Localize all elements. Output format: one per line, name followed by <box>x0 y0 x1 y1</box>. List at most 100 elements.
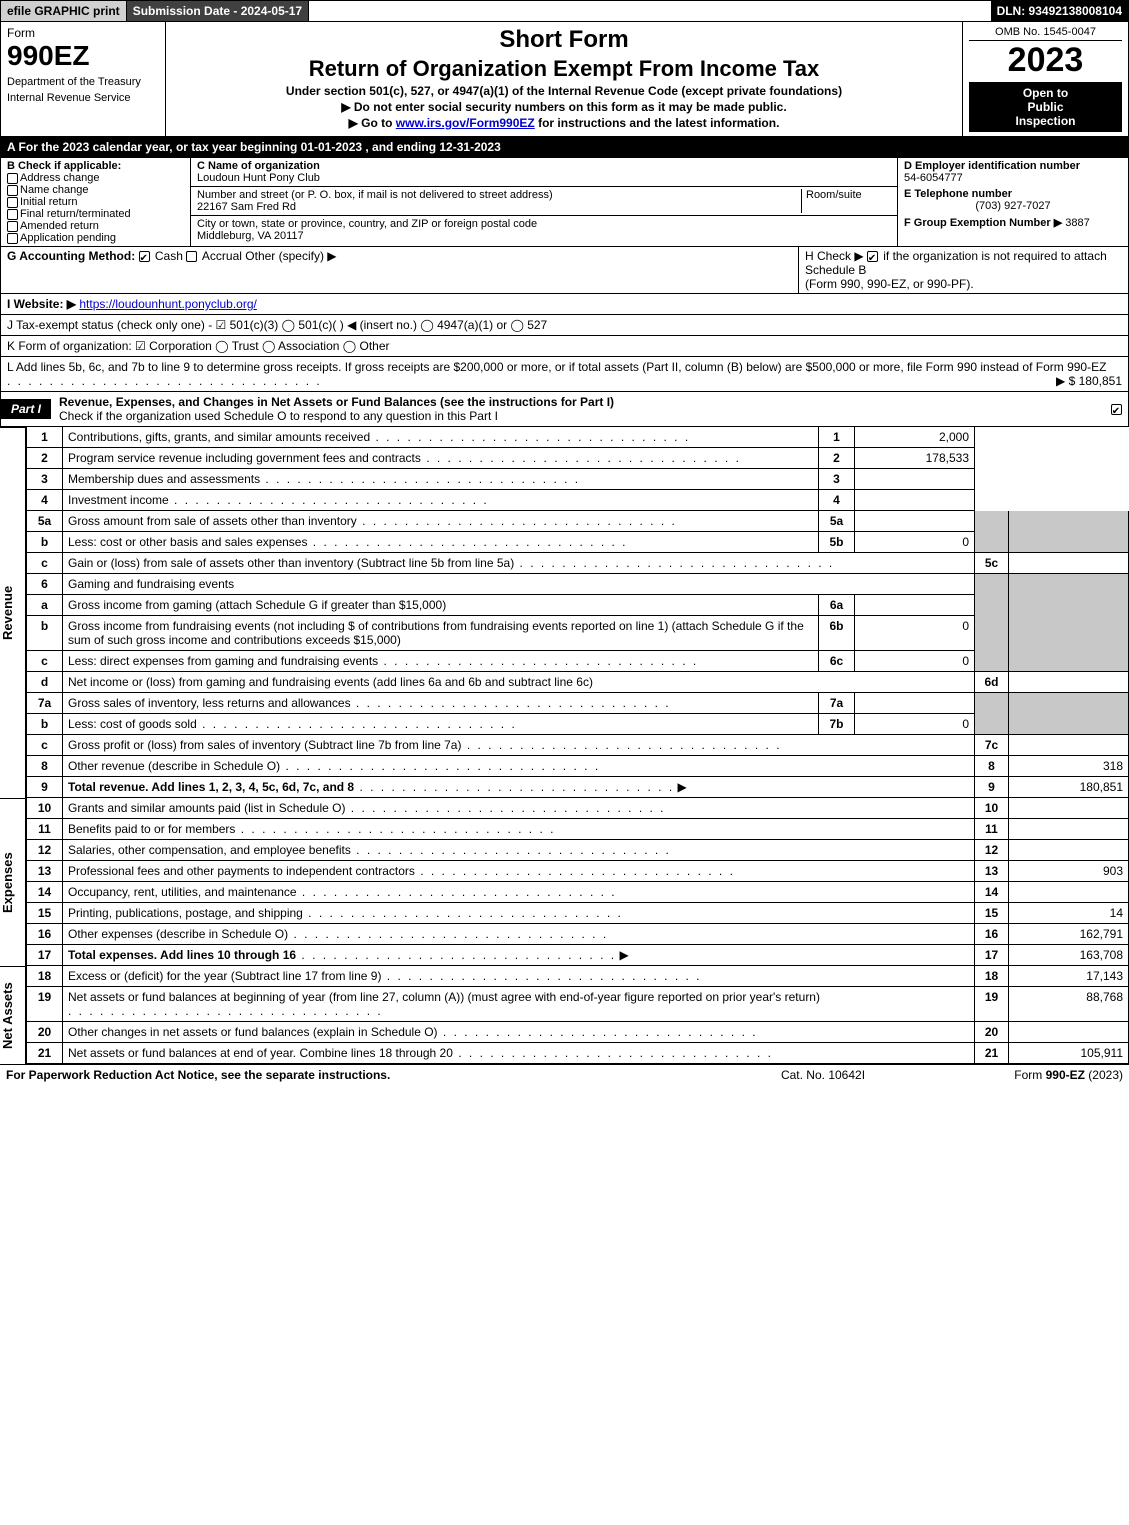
row-9: 9Total revenue. Add lines 1, 2, 3, 4, 5c… <box>27 777 1129 798</box>
amt-18: 17,143 <box>1009 966 1129 987</box>
form-header: Form 990EZ Department of the Treasury In… <box>0 22 1129 137</box>
col-c: C Name of organization Loudoun Hunt Pony… <box>191 158 898 246</box>
line-a: A For the 2023 calendar year, or tax yea… <box>0 137 1129 158</box>
line-k: K Form of organization: ☑ Corporation ◯ … <box>0 336 1129 357</box>
g-label: G Accounting Method: <box>7 249 135 263</box>
row-18: 18Excess or (deficit) for the year (Subt… <box>27 966 1129 987</box>
row-17: 17Total expenses. Add lines 10 through 1… <box>27 945 1129 966</box>
chk-cash[interactable] <box>139 251 150 262</box>
part1-subtitle: Check if the organization used Schedule … <box>59 409 498 423</box>
col-def: D Employer identification number 54-6054… <box>898 158 1128 246</box>
goto-post: for instructions and the latest informat… <box>538 116 779 130</box>
form-number: 990EZ <box>7 40 159 72</box>
row-10: 10Grants and similar amounts paid (list … <box>27 798 1129 819</box>
f-label: F Group Exemption Number ▶ <box>904 217 1062 229</box>
row-6b: bGross income from fundraising events (n… <box>27 616 1129 651</box>
row-5a: 5aGross amount from sale of assets other… <box>27 511 1129 532</box>
irs-link[interactable]: www.irs.gov/Form990EZ <box>396 116 535 130</box>
c-name-label: C Name of organization <box>197 160 891 172</box>
org-city: Middleburg, VA 20117 <box>197 230 891 242</box>
row-12: 12Salaries, other compensation, and empl… <box>27 840 1129 861</box>
side-netassets: Net Assets <box>0 966 26 1064</box>
part1-check[interactable] <box>1111 404 1122 415</box>
amt-6c: 0 <box>855 651 975 672</box>
chk-h[interactable] <box>867 251 878 262</box>
amt-9: 180,851 <box>1009 777 1129 798</box>
row-7b: bLess: cost of goods sold7b0 <box>27 714 1129 735</box>
amt-19: 88,768 <box>1009 987 1129 1022</box>
amt-3 <box>855 469 975 490</box>
col-b: B Check if applicable: Address change Na… <box>1 158 191 246</box>
h-text1: H Check ▶ <box>805 249 867 263</box>
ein: 54-6054777 <box>904 172 1122 184</box>
footer-cat: Cat. No. 10642I <box>723 1068 923 1082</box>
chk-initial-return[interactable]: Initial return <box>7 196 184 208</box>
row-11: 11Benefits paid to or for members11 <box>27 819 1129 840</box>
omb-number: OMB No. 1545-0047 <box>969 26 1122 41</box>
side-expenses: Expenses <box>0 798 26 966</box>
amt-5b: 0 <box>855 532 975 553</box>
amt-16: 162,791 <box>1009 924 1129 945</box>
chk-accrual[interactable] <box>186 251 197 262</box>
dept-treasury: Department of the Treasury <box>7 76 159 88</box>
open-to-public: Open to Public Inspection <box>969 82 1122 132</box>
open-line2: Public <box>973 100 1118 114</box>
b-label: B Check if applicable: <box>7 160 184 172</box>
goto-link-line: ▶ Go to www.irs.gov/Form990EZ for instru… <box>174 116 954 130</box>
amt-17: 163,708 <box>1009 945 1129 966</box>
row-4: 4Investment income4 <box>27 490 1129 511</box>
row-15: 15Printing, publications, postage, and s… <box>27 903 1129 924</box>
l-amount: ▶ $ 180,851 <box>1056 374 1122 388</box>
part1-title: Revenue, Expenses, and Changes in Net As… <box>51 392 1106 426</box>
top-bar: efile GRAPHIC print Submission Date - 20… <box>0 0 1129 22</box>
row-13: 13Professional fees and other payments t… <box>27 861 1129 882</box>
c-city-label: City or town, state or province, country… <box>197 218 891 230</box>
part1-header: Part I Revenue, Expenses, and Changes in… <box>0 392 1129 427</box>
footer-left: For Paperwork Reduction Act Notice, see … <box>6 1068 723 1082</box>
form-word: Form <box>7 26 159 40</box>
row-14: 14Occupancy, rent, utilities, and mainte… <box>27 882 1129 903</box>
c-addr-label: Number and street (or P. O. box, if mail… <box>197 189 801 201</box>
row-5c: cGain or (loss) from sale of assets othe… <box>27 553 1129 574</box>
tax-year: 2023 <box>969 41 1122 80</box>
chk-final-return[interactable]: Final return/terminated <box>7 208 184 220</box>
row-8: 8Other revenue (describe in Schedule O)8… <box>27 756 1129 777</box>
side-revenue: Revenue <box>0 427 26 798</box>
row-21: 21Net assets or fund balances at end of … <box>27 1043 1129 1064</box>
h-text3: (Form 990, 990-EZ, or 990-PF). <box>805 277 974 291</box>
row-16: 16Other expenses (describe in Schedule O… <box>27 924 1129 945</box>
phone: (703) 927-7027 <box>904 200 1122 212</box>
row-gh: G Accounting Method: Cash Accrual Other … <box>0 247 1129 294</box>
return-title: Return of Organization Exempt From Incom… <box>174 56 954 82</box>
amt-15: 14 <box>1009 903 1129 924</box>
amt-6b: 0 <box>855 616 975 651</box>
l-text: L Add lines 5b, 6c, and 7b to line 9 to … <box>7 360 1106 374</box>
d-label: D Employer identification number <box>904 160 1122 172</box>
row-6: 6Gaming and fundraising events <box>27 574 1129 595</box>
amt-13: 903 <box>1009 861 1129 882</box>
amt-2: 178,533 <box>855 448 975 469</box>
submission-date: Submission Date - 2024-05-17 <box>127 1 309 21</box>
open-line3: Inspection <box>973 114 1118 128</box>
amt-4 <box>855 490 975 511</box>
row-3: 3Membership dues and assessments3 <box>27 469 1129 490</box>
efile-label[interactable]: efile GRAPHIC print <box>1 1 127 21</box>
other-specify: Other (specify) ▶ <box>245 249 336 263</box>
row-7c: cGross profit or (loss) from sales of in… <box>27 735 1129 756</box>
chk-address-change[interactable]: Address change <box>7 172 184 184</box>
part1-tab: Part I <box>1 399 51 419</box>
website-link[interactable]: https://loudounhunt.ponyclub.org/ <box>79 297 256 311</box>
room-suite-label: Room/suite <box>801 189 891 213</box>
chk-amended-return[interactable]: Amended return <box>7 220 184 232</box>
page-footer: For Paperwork Reduction Act Notice, see … <box>0 1064 1129 1085</box>
row-7a: 7aGross sales of inventory, less returns… <box>27 693 1129 714</box>
e-label: E Telephone number <box>904 188 1122 200</box>
row-19: 19Net assets or fund balances at beginni… <box>27 987 1129 1022</box>
row-2: 2Program service revenue including gover… <box>27 448 1129 469</box>
chk-name-change[interactable]: Name change <box>7 184 184 196</box>
chk-application-pending[interactable]: Application pending <box>7 232 184 244</box>
amt-8: 318 <box>1009 756 1129 777</box>
open-line1: Open to <box>973 86 1118 100</box>
footer-right: Form 990-EZ (2023) <box>923 1068 1123 1082</box>
section-bcdef: B Check if applicable: Address change Na… <box>0 158 1129 247</box>
